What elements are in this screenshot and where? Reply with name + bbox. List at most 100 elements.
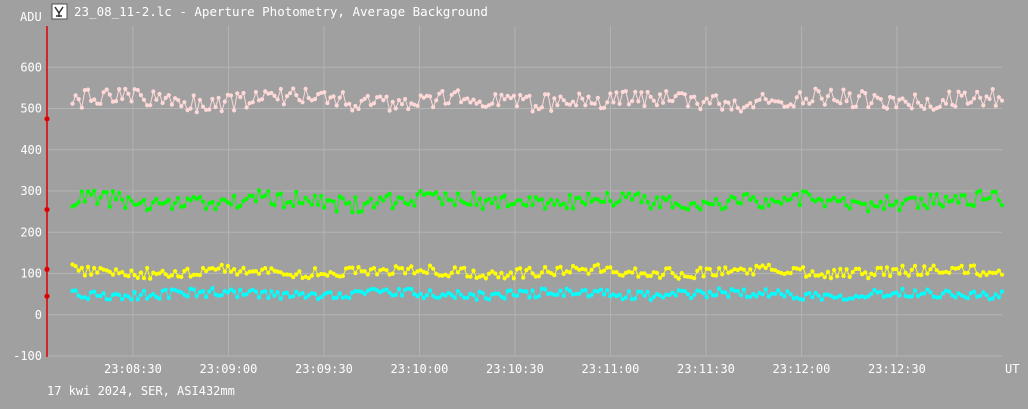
data-point (925, 96, 930, 101)
data-point (602, 292, 607, 297)
data-point (73, 264, 78, 269)
data-point (689, 296, 694, 301)
data-point (682, 92, 688, 97)
data-point (589, 267, 594, 272)
data-point (228, 269, 234, 274)
data-point (993, 103, 998, 108)
data-point (368, 196, 373, 201)
data-point (676, 276, 681, 281)
data-point (940, 291, 946, 296)
data-point (723, 205, 728, 210)
data-point (574, 103, 579, 108)
data-point (362, 201, 367, 207)
data-point (334, 103, 339, 108)
data-point (521, 97, 526, 102)
data-point (316, 296, 321, 302)
data-point (393, 201, 398, 206)
data-point (701, 99, 706, 105)
data-point (813, 199, 818, 204)
data-point (415, 192, 420, 197)
data-point (250, 269, 255, 274)
data-point (496, 205, 501, 210)
data-point (539, 286, 545, 291)
data-point (508, 202, 513, 207)
data-point (782, 104, 787, 109)
data-point (748, 267, 753, 272)
data-point (505, 93, 510, 98)
data-point (126, 195, 131, 200)
data-point (567, 102, 573, 107)
data-point (244, 196, 249, 201)
data-point (412, 203, 417, 208)
data-point (291, 275, 296, 280)
data-point (424, 293, 429, 298)
data-point (872, 93, 877, 98)
data-point (443, 293, 448, 298)
data-point (999, 289, 1005, 294)
data-point (524, 203, 529, 208)
data-point (505, 204, 510, 209)
data-point (253, 269, 258, 274)
data-point (427, 288, 433, 293)
data-point (664, 266, 669, 271)
data-point (490, 201, 495, 206)
data-point (667, 266, 672, 271)
data-point (185, 196, 190, 201)
data-point (732, 196, 737, 201)
data-point (710, 293, 716, 298)
data-point (555, 292, 560, 297)
data-point (779, 100, 784, 105)
data-point (70, 101, 75, 106)
data-point (869, 291, 874, 296)
data-point (490, 101, 495, 106)
data-point (356, 106, 361, 112)
data-point (891, 203, 896, 208)
data-point (704, 96, 709, 101)
data-point (549, 108, 554, 113)
data-point (396, 286, 401, 292)
data-point (657, 275, 663, 280)
data-point (872, 273, 877, 278)
data-point (427, 94, 433, 99)
data-point (639, 271, 644, 276)
data-point (527, 265, 532, 270)
data-point (241, 199, 246, 204)
data-point (574, 265, 579, 270)
data-point (657, 92, 663, 97)
data-point (471, 292, 476, 298)
data-point (580, 200, 585, 205)
data-point (263, 89, 268, 94)
data-point (225, 200, 230, 205)
data-point (275, 269, 280, 274)
data-point (365, 93, 370, 99)
data-point (773, 199, 778, 204)
data-point (250, 287, 255, 292)
data-point (611, 100, 616, 105)
data-point (284, 290, 290, 295)
data-point (975, 271, 980, 277)
data-point (567, 270, 573, 275)
data-point (350, 108, 355, 113)
data-point (564, 286, 569, 291)
data-point (940, 98, 946, 103)
chart-title: 23_08_11-2.lc - Aperture Photometry, Ave… (74, 4, 488, 19)
data-point (620, 191, 625, 196)
data-point (984, 272, 989, 277)
data-point (524, 268, 529, 273)
data-point (598, 287, 604, 292)
data-point (608, 265, 613, 270)
data-point (570, 99, 576, 104)
data-point (141, 276, 147, 281)
data-point (782, 294, 787, 299)
data-point (415, 269, 420, 274)
data-point (381, 98, 386, 103)
data-point (182, 203, 187, 209)
data-point (151, 200, 156, 205)
data-point (956, 266, 961, 271)
data-point (371, 205, 377, 210)
data-point (884, 106, 890, 111)
data-point (953, 104, 958, 109)
data-point (813, 86, 818, 91)
data-point (228, 93, 234, 98)
data-point (107, 269, 112, 274)
